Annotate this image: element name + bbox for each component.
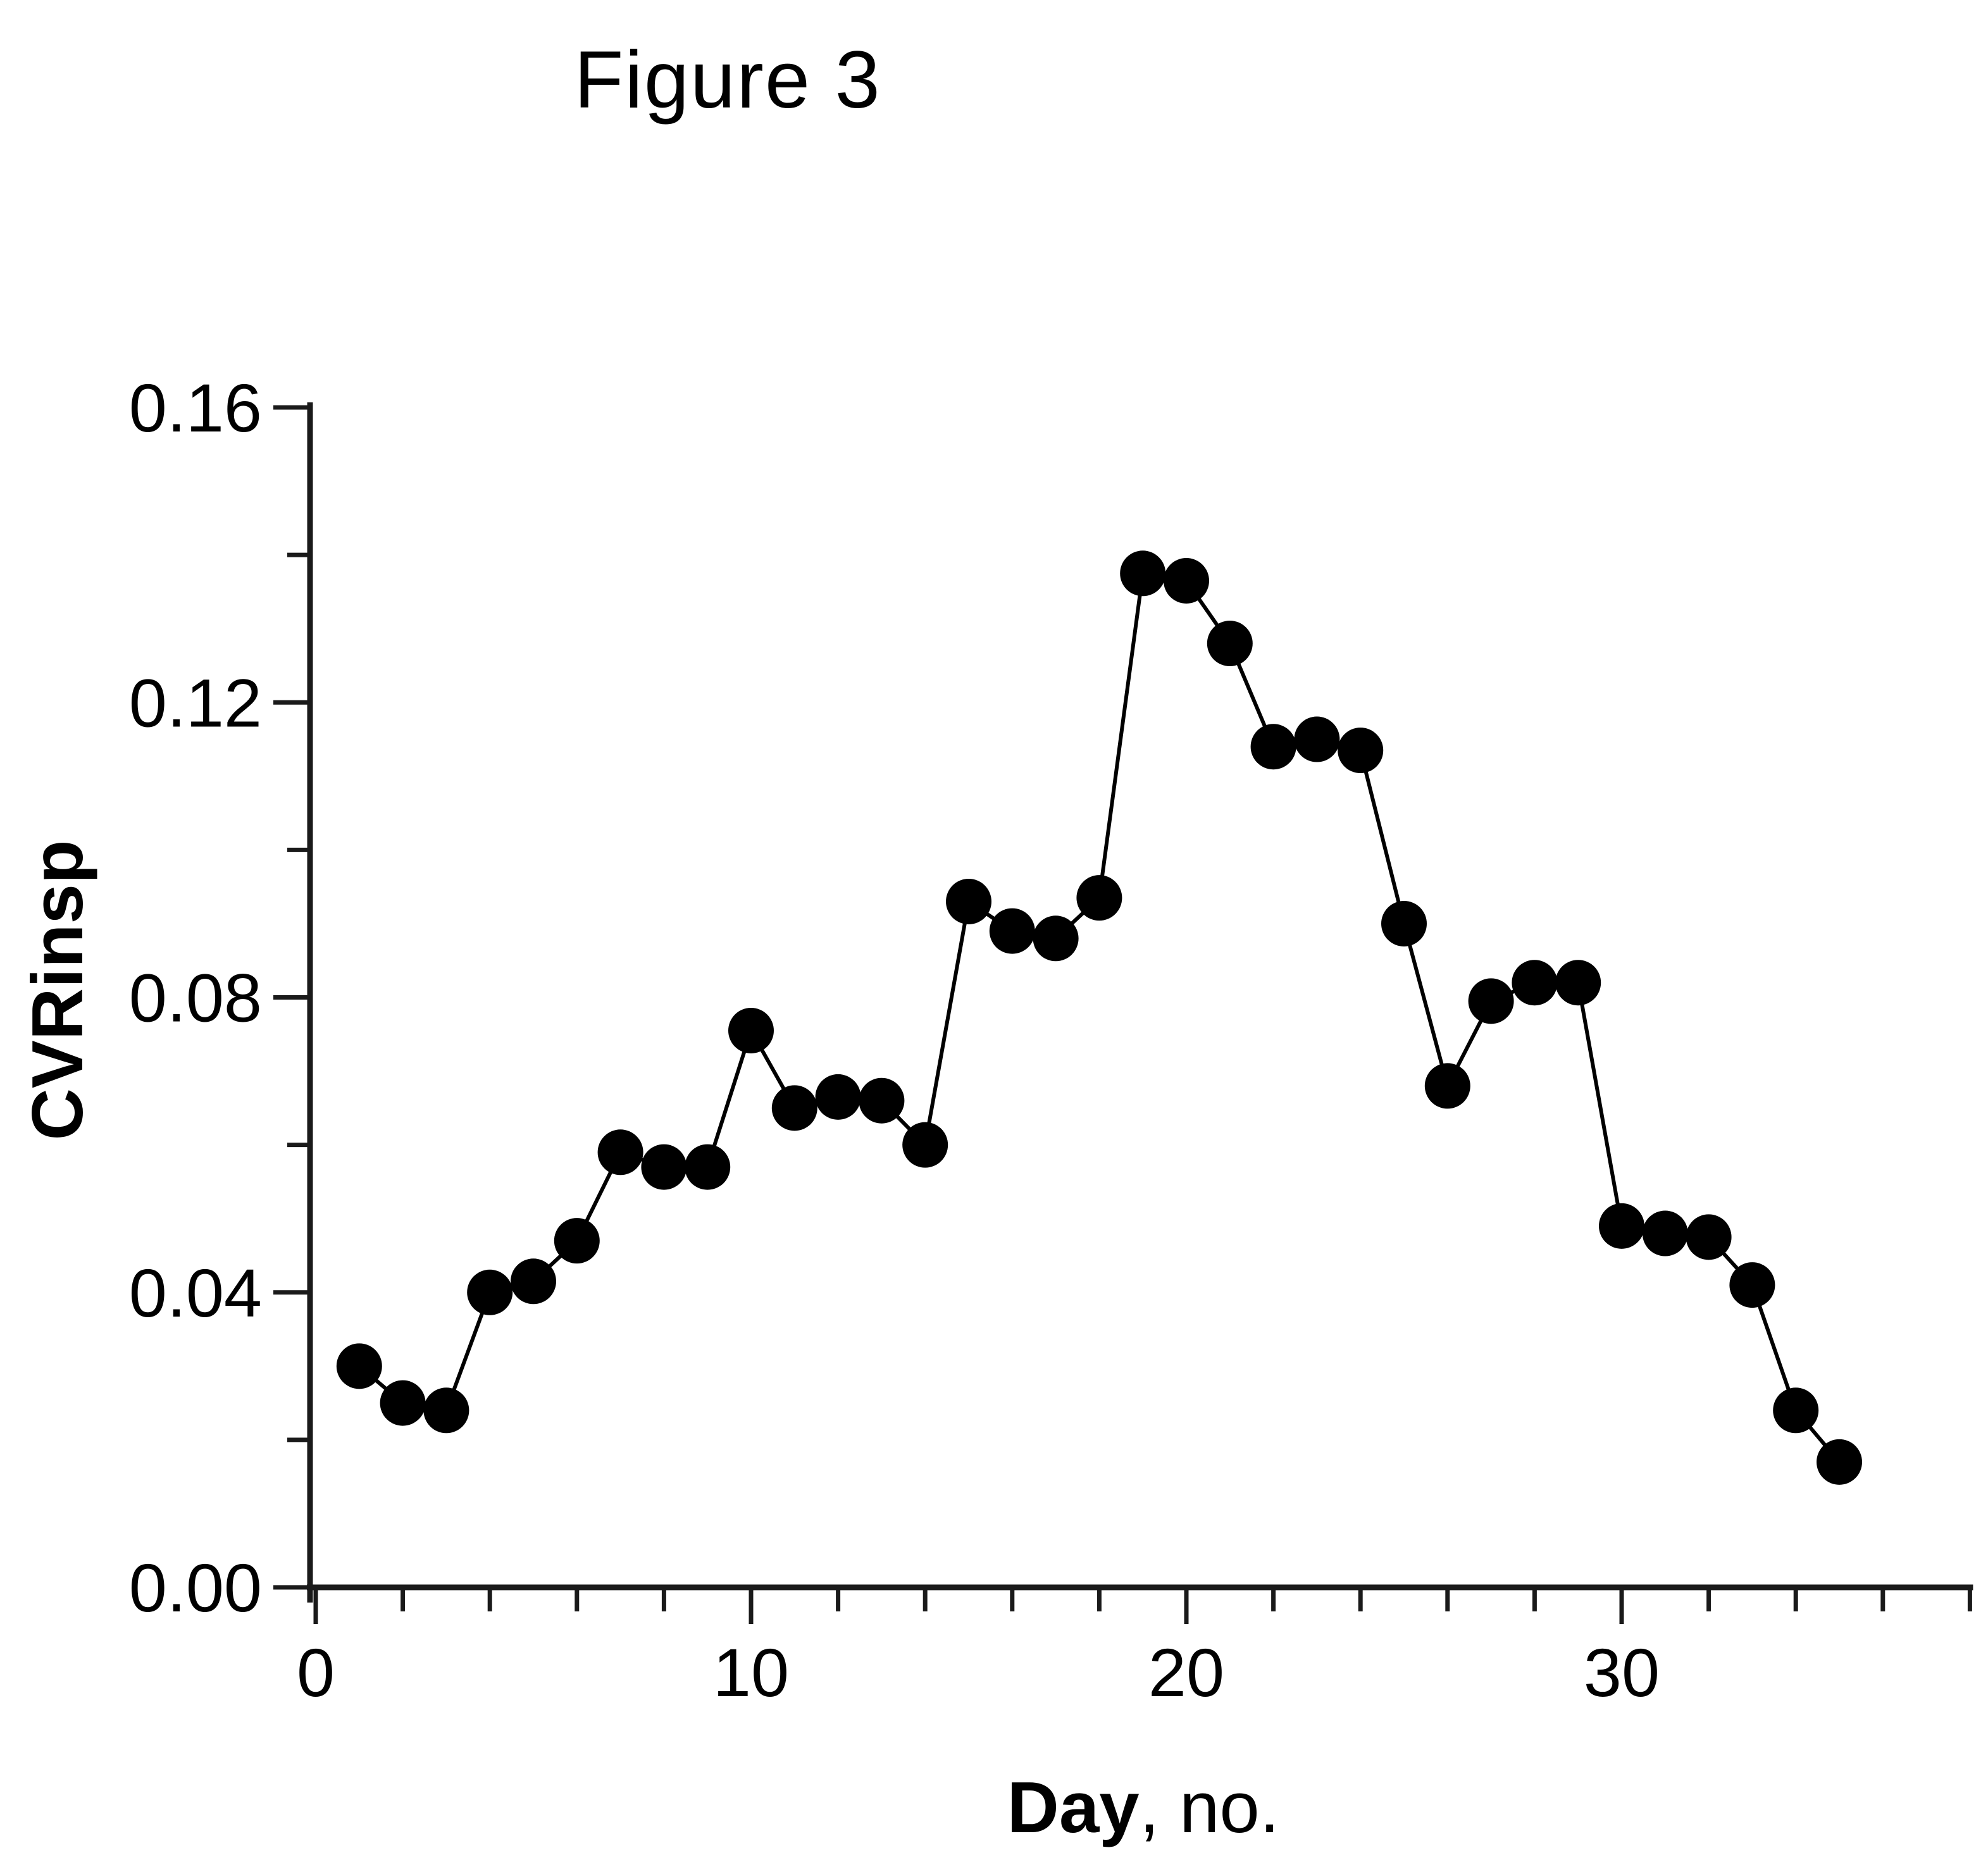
data-point: [1033, 915, 1079, 962]
x-axis-label-bold-part: Day: [1007, 1768, 1140, 1848]
data-point: [554, 1218, 600, 1264]
y-tick-labels: 0.00 0.04 0.08 0.12 0.16: [129, 369, 262, 1626]
data-point: [1773, 1387, 1819, 1434]
y-axis-label: CVRinsp: [18, 840, 98, 1140]
x-tick-label: 10: [713, 1634, 789, 1711]
data-point: [1686, 1214, 1732, 1260]
x-tick-label: 0: [297, 1634, 335, 1711]
y-tick-label: 0.04: [129, 1255, 262, 1331]
data-point: [1555, 960, 1601, 1006]
x-axis-label: Day, no.: [1007, 1768, 1280, 1848]
data-point: [597, 1129, 643, 1175]
data-point: [1468, 978, 1514, 1024]
data-point: [728, 1007, 774, 1053]
y-tick-label: 0.12: [129, 664, 262, 741]
data-point: [859, 1077, 905, 1124]
data-point: [1294, 716, 1340, 762]
data-point: [1207, 621, 1253, 667]
data-point: [1817, 1439, 1862, 1485]
data-point: [1424, 1063, 1470, 1109]
data-point: [771, 1085, 817, 1131]
x-tick-label: 30: [1584, 1634, 1660, 1711]
data-point: [1164, 557, 1209, 604]
y-tick-label: 0.00: [129, 1549, 262, 1626]
x-axis-label-regular-part: , no.: [1140, 1768, 1280, 1848]
x-tick-labels: 0 10 20 30: [297, 1634, 1660, 1711]
x-tick-label: 20: [1148, 1634, 1224, 1711]
data-point: [336, 1343, 382, 1389]
data-point: [1338, 728, 1384, 774]
y-tick-label: 0.16: [129, 369, 262, 446]
data-point: [1381, 900, 1427, 946]
data-point: [1120, 550, 1166, 597]
trend-line: [357, 571, 1841, 1463]
data-point: [1599, 1203, 1644, 1249]
data-point: [815, 1074, 861, 1120]
data-series: [336, 550, 1862, 1485]
data-point: [467, 1269, 513, 1315]
data-point: [989, 908, 1035, 954]
data-point: [511, 1258, 556, 1305]
y-tick-label: 0.08: [129, 960, 262, 1036]
data-point: [902, 1122, 948, 1168]
data-point: [1250, 724, 1296, 770]
data-point: [423, 1387, 469, 1434]
data-point: [380, 1380, 426, 1426]
data-point: [1076, 875, 1122, 921]
figure-title: Figure 3: [574, 35, 881, 125]
data-point: [1729, 1262, 1775, 1308]
data-point: [685, 1144, 731, 1190]
data-point: [1512, 960, 1558, 1006]
data-point: [641, 1144, 687, 1190]
data-point: [1642, 1210, 1688, 1256]
data-point: [946, 878, 991, 924]
axes: [273, 402, 1973, 1624]
